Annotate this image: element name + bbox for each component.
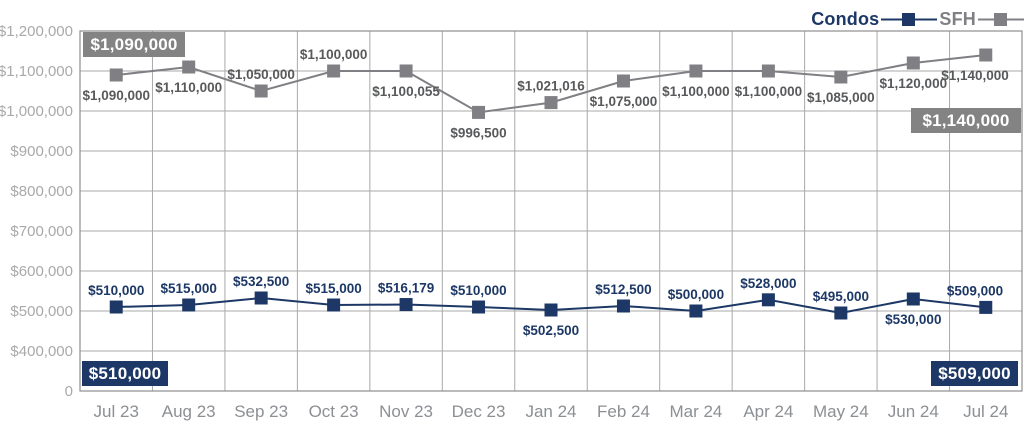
condos-data-label: $532,500 xyxy=(233,274,289,289)
condos-marker xyxy=(689,304,703,318)
sfh-data-label: $1,110,000 xyxy=(155,80,222,95)
condos-marker xyxy=(834,306,848,320)
condos-data-label: $502,500 xyxy=(523,323,579,338)
condos-data-label: $516,179 xyxy=(378,281,434,296)
condos-marker xyxy=(109,300,123,314)
condos-data-label: $510,000 xyxy=(88,283,144,298)
sfh-line-marker-icon xyxy=(978,12,1024,26)
sfh-marker xyxy=(761,64,775,78)
y-axis-tick-label: 0 xyxy=(65,383,73,400)
sfh-data-label: $996,500 xyxy=(450,125,506,140)
condos-data-label: $500,000 xyxy=(668,287,724,302)
y-axis-tick-label: $800,000 xyxy=(10,183,73,200)
condos-marker xyxy=(182,298,196,312)
condos-marker xyxy=(472,300,486,314)
x-axis-tick-label: Jul 24 xyxy=(963,402,1008,421)
sfh-marker xyxy=(689,64,703,78)
y-axis-tick-label: $1,000,000 xyxy=(0,103,73,120)
y-axis-tick-label: $1,200,000 xyxy=(0,23,73,40)
sfh-data-label: $1,050,000 xyxy=(227,67,295,82)
sfh-data-label: $1,100,000 xyxy=(662,84,730,99)
sfh-marker xyxy=(182,60,196,74)
sfh-marker xyxy=(399,64,413,78)
condos-data-label: $515,000 xyxy=(305,281,361,296)
condos-data-label: $515,000 xyxy=(161,281,217,296)
sfh-marker xyxy=(472,105,486,119)
y-axis-tick-label: $500,000 xyxy=(10,303,73,320)
x-axis-tick-label: Jul 23 xyxy=(94,402,139,421)
condos-line-marker-icon xyxy=(881,12,938,26)
condos-data-label: $528,000 xyxy=(740,276,796,291)
sfh-marker xyxy=(616,74,630,88)
x-axis-tick-label: Apr 24 xyxy=(743,402,793,421)
x-axis-tick-label: May 24 xyxy=(813,402,869,421)
sfh-data-label: $1,120,000 xyxy=(880,76,948,91)
condos-data-label: $510,000 xyxy=(450,283,506,298)
x-axis-tick-label: Dec 23 xyxy=(452,402,506,421)
sfh-marker xyxy=(979,48,993,62)
sfh-data-label: $1,100,000 xyxy=(735,84,803,99)
x-axis-tick-label: Nov 23 xyxy=(379,402,433,421)
sfh-marker xyxy=(109,68,123,82)
y-axis-tick-label: $700,000 xyxy=(10,223,73,240)
x-axis-tick-label: Mar 24 xyxy=(669,402,722,421)
callout-sfh-last: $1,140,000 xyxy=(911,108,1021,133)
condos-marker xyxy=(399,298,413,312)
x-axis-tick-label: Aug 23 xyxy=(162,402,216,421)
x-axis-tick-label: Oct 23 xyxy=(309,402,359,421)
callout-sfh-first: $1,090,000 xyxy=(83,32,185,57)
condos-data-label: $509,000 xyxy=(947,283,1003,298)
plot-border xyxy=(79,30,1023,392)
condos-data-label: $512,500 xyxy=(595,282,651,297)
callout-condos-first: $510,000 xyxy=(82,361,168,386)
sfh-marker xyxy=(906,56,920,70)
legend: Condos SFH xyxy=(811,6,1024,32)
condos-marker xyxy=(761,293,775,307)
sfh-marker xyxy=(544,96,558,110)
y-axis-tick-label: $1,100,000 xyxy=(0,63,73,80)
sfh-data-label: $1,075,000 xyxy=(590,94,658,109)
y-axis-tick-label: $900,000 xyxy=(10,143,73,160)
x-axis-tick-label: Feb 24 xyxy=(597,402,650,421)
sfh-data-label: $1,100,055 xyxy=(372,84,440,99)
sfh-data-label: $1,100,000 xyxy=(300,47,368,62)
sfh-marker xyxy=(254,84,268,98)
condos-marker xyxy=(906,292,920,306)
sfh-marker xyxy=(327,64,341,78)
condos-data-label: $530,000 xyxy=(885,312,941,327)
legend-label-condos: Condos xyxy=(811,8,880,29)
y-axis-tick-label: $400,000 xyxy=(10,343,73,360)
sfh-data-label: $1,021,016 xyxy=(517,79,585,94)
sfh-marker xyxy=(834,70,848,84)
x-axis-tick-label: Sep 23 xyxy=(234,402,288,421)
sfh-data-label: $1,140,000 xyxy=(941,68,1009,83)
x-axis-tick-label: Jan 24 xyxy=(525,402,576,421)
legend-label-sfh: SFH xyxy=(939,8,976,29)
condos-marker xyxy=(979,300,993,314)
callout-condos-last: $509,000 xyxy=(931,361,1018,386)
sfh-data-label: $1,090,000 xyxy=(82,88,150,103)
sfh-data-label: $1,085,000 xyxy=(807,90,875,105)
condos-data-label: $495,000 xyxy=(813,289,869,304)
x-axis-tick-label: Jun 24 xyxy=(888,402,939,421)
condos-marker xyxy=(616,299,630,313)
y-axis-tick-label: $600,000 xyxy=(10,263,73,280)
condos-marker xyxy=(254,291,268,305)
condos-marker xyxy=(327,298,341,312)
condos-marker xyxy=(544,303,558,317)
